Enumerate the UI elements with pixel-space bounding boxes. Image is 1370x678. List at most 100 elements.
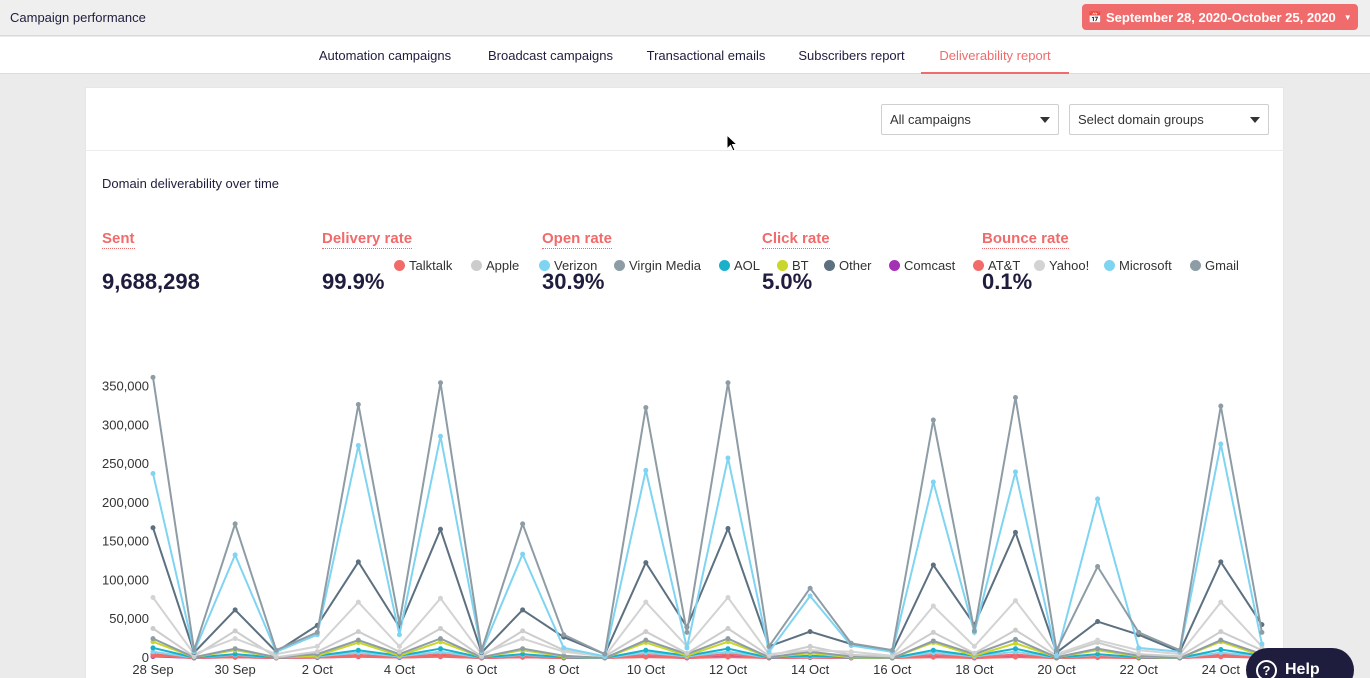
data-point[interactable] <box>355 443 361 449</box>
data-point[interactable] <box>725 455 731 461</box>
data-point[interactable] <box>1012 636 1018 642</box>
data-point[interactable] <box>273 647 279 653</box>
data-point[interactable] <box>1054 653 1060 659</box>
data-point[interactable] <box>643 405 649 411</box>
data-point[interactable] <box>602 651 608 657</box>
data-point[interactable] <box>1095 637 1101 643</box>
data-point[interactable] <box>437 526 443 532</box>
tab-automation-campaigns[interactable]: Automation campaigns <box>318 48 452 63</box>
data-point[interactable] <box>971 628 977 634</box>
data-point[interactable] <box>1012 469 1018 475</box>
data-point[interactable] <box>930 417 936 423</box>
data-point[interactable] <box>520 607 526 613</box>
data-point[interactable] <box>1012 640 1018 646</box>
data-point[interactable] <box>1136 629 1142 635</box>
data-point[interactable] <box>396 620 402 626</box>
data-point[interactable] <box>1259 641 1265 647</box>
data-point[interactable] <box>150 636 156 642</box>
data-point[interactable] <box>930 479 936 485</box>
legend-item[interactable]: Yahoo! <box>1034 258 1089 273</box>
data-point[interactable] <box>643 467 649 473</box>
data-point[interactable] <box>150 374 156 380</box>
legend-item[interactable]: Virgin Media <box>614 258 701 273</box>
data-point[interactable] <box>1012 627 1018 633</box>
data-point[interactable] <box>643 647 649 653</box>
data-point[interactable] <box>437 646 443 652</box>
data-point[interactable] <box>807 647 813 653</box>
data-point[interactable] <box>1218 629 1224 635</box>
data-point[interactable] <box>725 646 731 652</box>
tab-transactional-emails[interactable]: Transactional emails <box>646 48 766 63</box>
legend-item[interactable]: Comcast <box>889 258 955 273</box>
data-point[interactable] <box>1095 651 1101 657</box>
data-point[interactable] <box>232 651 238 657</box>
data-point[interactable] <box>725 595 731 601</box>
data-point[interactable] <box>1259 629 1265 635</box>
data-point[interactable] <box>191 647 197 653</box>
data-point[interactable] <box>150 525 156 531</box>
data-point[interactable] <box>1136 645 1142 651</box>
data-point[interactable] <box>437 380 443 386</box>
data-point[interactable] <box>1177 647 1183 653</box>
data-point[interactable] <box>150 595 156 601</box>
legend-item[interactable]: Verizon <box>539 258 597 273</box>
data-point[interactable] <box>355 647 361 653</box>
data-point[interactable] <box>150 470 156 476</box>
data-point[interactable] <box>561 653 567 659</box>
data-point[interactable] <box>1218 403 1224 409</box>
stat-label[interactable]: Sent <box>102 230 135 249</box>
data-point[interactable] <box>561 645 567 651</box>
data-point[interactable] <box>930 562 936 568</box>
data-point[interactable] <box>355 401 361 407</box>
data-point[interactable] <box>437 433 443 439</box>
tab-subscribers-report[interactable]: Subscribers report <box>798 48 905 63</box>
data-point[interactable] <box>232 636 238 642</box>
data-point[interactable] <box>396 632 402 638</box>
data-point[interactable] <box>1095 619 1101 625</box>
data-point[interactable] <box>314 649 320 655</box>
date-range-button[interactable]: 📅 September 28, 2020-October 25, 2020 ▼ <box>1082 4 1358 30</box>
data-point[interactable] <box>396 649 402 655</box>
data-point[interactable] <box>232 646 238 652</box>
data-point[interactable] <box>930 629 936 635</box>
data-point[interactable] <box>766 643 772 649</box>
tab-deliverability-report[interactable]: Deliverability report <box>921 37 1069 74</box>
data-point[interactable] <box>971 643 977 649</box>
tab-broadcast-campaigns[interactable]: Broadcast campaigns <box>487 48 613 63</box>
data-point[interactable] <box>725 526 731 532</box>
data-point[interactable] <box>643 599 649 605</box>
legend-item[interactable]: Apple <box>471 258 519 273</box>
help-button[interactable]: ? Help <box>1246 648 1354 678</box>
data-point[interactable] <box>1095 564 1101 570</box>
data-point[interactable] <box>930 647 936 653</box>
data-point[interactable] <box>848 640 854 646</box>
data-point[interactable] <box>232 552 238 558</box>
data-point[interactable] <box>684 650 690 656</box>
data-point[interactable] <box>355 599 361 605</box>
legend-item[interactable]: AT&T <box>973 258 1020 273</box>
data-point[interactable] <box>561 649 567 655</box>
data-point[interactable] <box>520 646 526 652</box>
data-point[interactable] <box>1218 637 1224 643</box>
data-point[interactable] <box>520 521 526 527</box>
data-point[interactable] <box>643 637 649 643</box>
stat-label[interactable]: Open rate <box>542 230 613 249</box>
data-point[interactable] <box>1218 646 1224 652</box>
data-point[interactable] <box>725 626 731 632</box>
data-point[interactable] <box>889 647 895 653</box>
data-point[interactable] <box>232 521 238 527</box>
legend-item[interactable]: BT <box>777 258 809 273</box>
data-point[interactable] <box>437 595 443 601</box>
data-point[interactable] <box>889 653 895 659</box>
data-point[interactable] <box>725 636 731 642</box>
legend-item[interactable]: Talktalk <box>394 258 452 273</box>
data-point[interactable] <box>520 551 526 557</box>
data-point[interactable] <box>807 643 813 649</box>
data-point[interactable] <box>1095 496 1101 502</box>
data-point[interactable] <box>150 649 156 655</box>
data-point[interactable] <box>150 626 156 632</box>
data-point[interactable] <box>355 637 361 643</box>
legend-item[interactable]: Microsoft <box>1104 258 1172 273</box>
data-point[interactable] <box>848 649 854 655</box>
data-point[interactable] <box>520 636 526 642</box>
